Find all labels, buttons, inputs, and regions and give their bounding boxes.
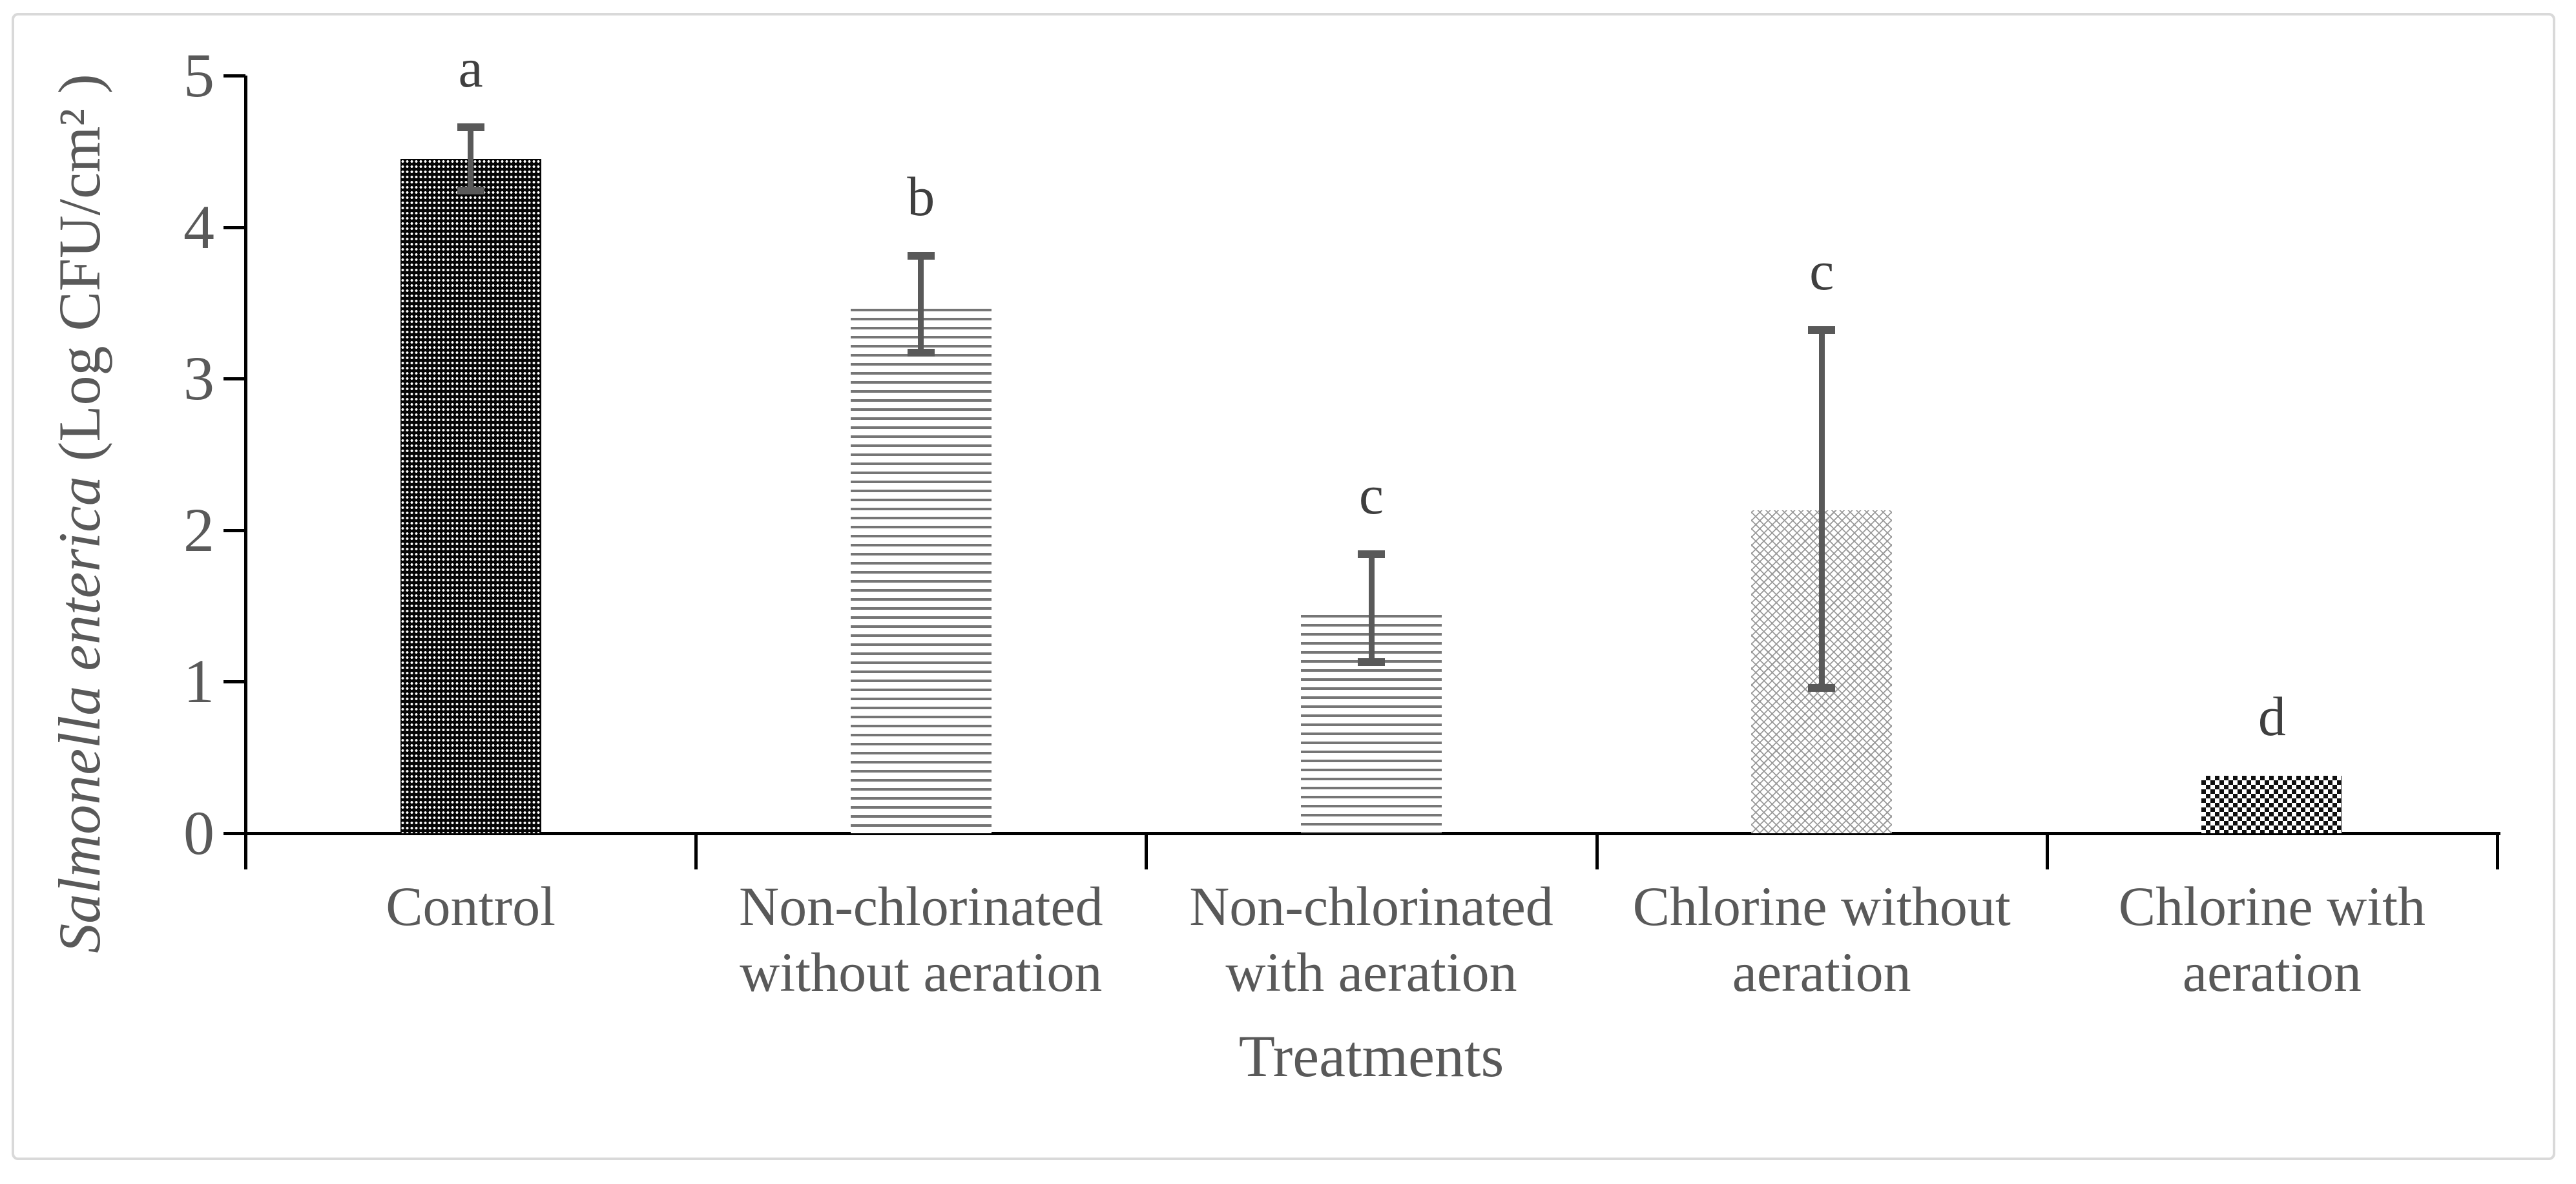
y-axis-title-species: Salmonella enterica bbox=[47, 476, 112, 953]
y-axis-line bbox=[244, 76, 247, 869]
y-tick-mark bbox=[223, 225, 245, 229]
error-bar-line bbox=[1818, 330, 1825, 688]
y-axis-title: Salmonella enterica (Log CFU/cm² ) bbox=[37, 0, 121, 1159]
y-tick-mark bbox=[223, 528, 245, 532]
x-tick-mark bbox=[2045, 833, 2049, 869]
significance-letter-c: c bbox=[1358, 464, 1384, 526]
y-tick-mark bbox=[223, 832, 245, 835]
error-bar-top-cap bbox=[1808, 326, 1836, 335]
x-tick-mark bbox=[694, 833, 698, 869]
y-tick-mark bbox=[223, 377, 245, 381]
category-label-3: Non-chlorinated with aeration bbox=[1189, 875, 1553, 1003]
x-tick-mark bbox=[2496, 833, 2499, 869]
error-bar-line bbox=[918, 256, 924, 353]
significance-letter-a: a bbox=[458, 36, 483, 99]
error-bar-top-cap bbox=[907, 252, 935, 260]
error-bar-bottom-cap bbox=[1358, 658, 1385, 666]
error-bar-bottom-cap bbox=[457, 187, 484, 195]
y-tick-label: 5 bbox=[183, 41, 214, 110]
y-tick-label: 4 bbox=[183, 192, 214, 262]
significance-letter-c: c bbox=[1809, 240, 1834, 302]
error-bar-bottom-cap bbox=[907, 349, 935, 357]
category-label-4: Chlorine without aeration bbox=[1632, 875, 2011, 1003]
error-bar-bottom-cap bbox=[1808, 683, 1836, 692]
x-axis-title: Treatments bbox=[1238, 1023, 1504, 1089]
x-tick-mark bbox=[1595, 833, 1599, 869]
y-axis-title-units: (Log CFU/cm² ) bbox=[47, 74, 112, 477]
error-bar-line bbox=[468, 127, 474, 191]
bar-1 bbox=[400, 159, 541, 833]
error-bar-top-cap bbox=[457, 123, 484, 131]
significance-letter-b: b bbox=[907, 165, 935, 228]
x-tick-mark bbox=[1145, 833, 1148, 869]
error-bar-line bbox=[1368, 554, 1375, 662]
y-tick-label: 3 bbox=[183, 344, 214, 413]
y-tick-mark bbox=[223, 680, 245, 684]
y-tick-label: 0 bbox=[183, 798, 214, 867]
category-label-1: Control bbox=[386, 875, 556, 937]
bar-2 bbox=[850, 309, 992, 833]
x-axis-line bbox=[244, 832, 2500, 835]
error-bar-top-cap bbox=[1358, 550, 1385, 559]
y-tick-label: 1 bbox=[183, 647, 214, 716]
significance-letter-d: d bbox=[2258, 685, 2286, 747]
category-label-2: Non-chlorinated without aeration bbox=[739, 875, 1103, 1003]
y-tick-mark bbox=[223, 74, 245, 78]
category-label-5: Chlorine with aeration bbox=[2118, 875, 2426, 1003]
y-tick-label: 2 bbox=[183, 495, 214, 565]
bar-5 bbox=[2201, 775, 2343, 833]
